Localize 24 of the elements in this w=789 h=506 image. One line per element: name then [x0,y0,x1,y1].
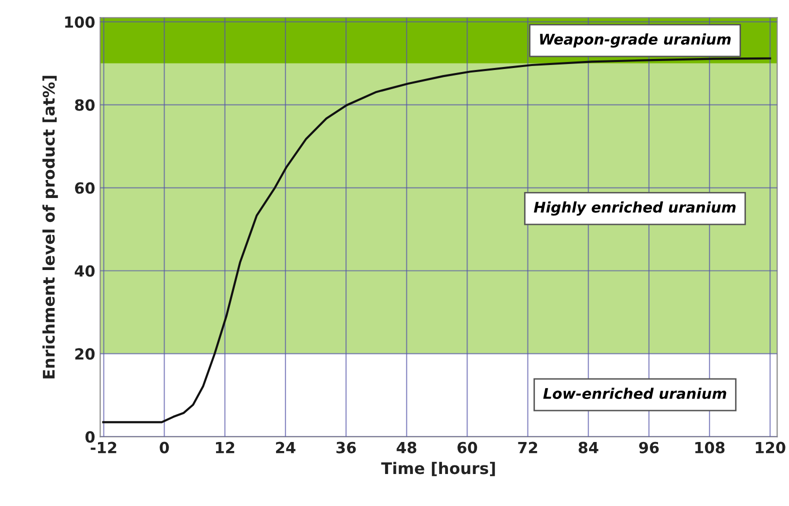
x-tick-label: 0 [160,442,169,454]
x-tick-label: 12 [216,442,234,454]
annotation: Low-enriched uranium [543,388,726,400]
x-tick-label: 84 [578,442,598,454]
y-tick-label: 60 [75,182,95,194]
x-tick-label: -12 [90,442,116,454]
band-label: Weapon-grade uranium [540,33,731,48]
band-label: Highly enriched uranium [534,201,736,216]
x-axis-title: Time [hours] [381,462,495,476]
line-series [102,57,772,424]
x-tick-label: 96 [639,442,659,454]
y-tick-label: 100 [65,16,95,28]
y-tick-label: 0 [85,431,95,443]
x-tick-label: 72 [518,442,538,454]
y-axis-title: Enrichment level of product [at%] [42,76,58,378]
y-tick-label: 80 [75,99,95,111]
x-tick-label: 48 [396,442,416,454]
x-tick-label: 36 [336,442,356,454]
x-tick-label: 120 [756,442,786,454]
x-tick-label: 108 [695,442,725,454]
y-tick-label: 40 [74,265,95,277]
x-tick-label: 24 [276,442,296,454]
y-tick-label: 20 [75,348,95,360]
x-tick-label: 60 [458,442,478,454]
